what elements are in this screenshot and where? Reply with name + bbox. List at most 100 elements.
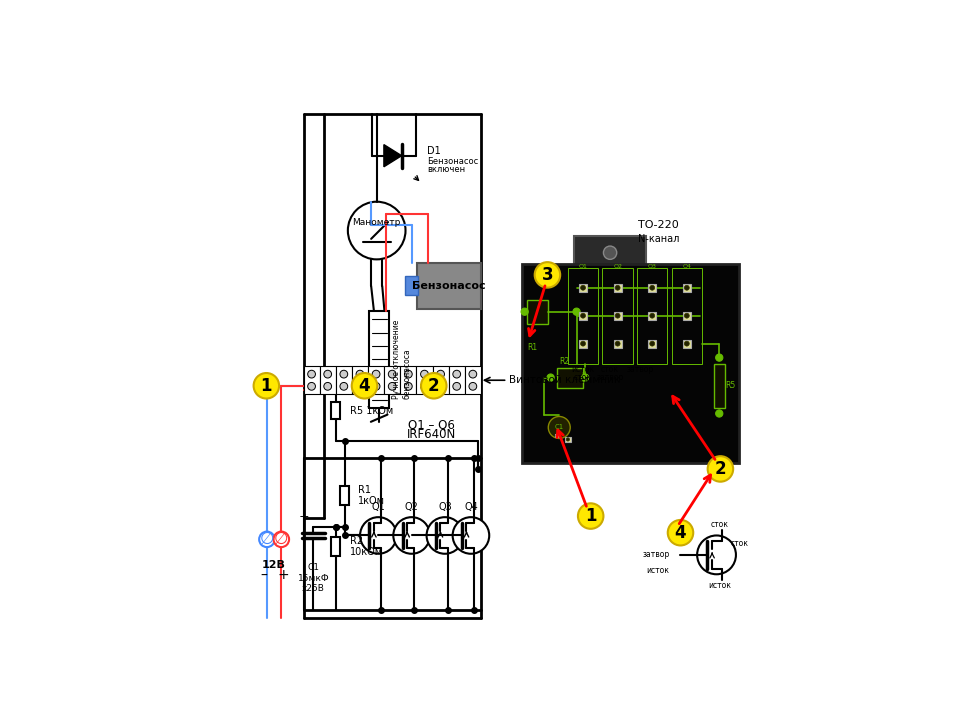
Bar bbox=[448, 366, 465, 394]
Text: R2
10кОм: R2 10кОм bbox=[349, 536, 383, 557]
Text: N-канал: N-канал bbox=[637, 234, 679, 244]
Text: +: + bbox=[277, 568, 289, 582]
Text: Q1: Q1 bbox=[579, 264, 588, 269]
Circle shape bbox=[615, 313, 620, 318]
Bar bbox=[648, 340, 657, 348]
Text: Q4: Q4 bbox=[683, 264, 691, 269]
Text: включен: включен bbox=[427, 165, 466, 174]
Circle shape bbox=[469, 382, 477, 390]
Bar bbox=[714, 364, 725, 408]
Text: 1: 1 bbox=[585, 507, 596, 525]
Bar bbox=[579, 312, 588, 320]
Bar bbox=[527, 300, 548, 324]
Text: R1: R1 bbox=[527, 343, 537, 352]
Circle shape bbox=[389, 382, 396, 390]
Circle shape bbox=[324, 370, 331, 378]
Text: 12В: 12В bbox=[262, 560, 286, 570]
Bar bbox=[418, 264, 481, 310]
Circle shape bbox=[360, 517, 396, 554]
Text: R5 1кОм: R5 1кОм bbox=[349, 406, 393, 415]
Text: ∅: ∅ bbox=[274, 531, 289, 549]
Circle shape bbox=[521, 308, 528, 315]
Circle shape bbox=[668, 520, 693, 546]
Text: затвор: затвор bbox=[627, 364, 654, 374]
Circle shape bbox=[684, 313, 689, 318]
Text: D1: D1 bbox=[427, 146, 441, 156]
Circle shape bbox=[426, 517, 463, 554]
Bar bbox=[683, 284, 691, 292]
Bar bbox=[574, 236, 646, 338]
Text: затвор: затвор bbox=[596, 373, 624, 382]
Circle shape bbox=[453, 382, 461, 390]
Bar bbox=[368, 366, 384, 394]
Circle shape bbox=[421, 373, 446, 399]
Circle shape bbox=[581, 313, 586, 318]
Text: –: – bbox=[261, 568, 268, 582]
Bar bbox=[603, 268, 633, 364]
Circle shape bbox=[615, 285, 620, 290]
Circle shape bbox=[684, 341, 689, 346]
Text: 4: 4 bbox=[359, 377, 371, 395]
Text: 3: 3 bbox=[541, 266, 553, 284]
Circle shape bbox=[453, 370, 461, 378]
Text: Q1 – Q6: Q1 – Q6 bbox=[408, 418, 454, 431]
Circle shape bbox=[372, 382, 380, 390]
Bar bbox=[400, 366, 417, 394]
Circle shape bbox=[573, 308, 580, 315]
Text: исток: исток bbox=[646, 566, 669, 575]
Circle shape bbox=[420, 382, 428, 390]
Circle shape bbox=[404, 382, 412, 390]
Text: ∅: ∅ bbox=[259, 531, 275, 549]
Bar bbox=[648, 284, 657, 292]
Text: Винтовой клеммник: Винтовой клеммник bbox=[509, 375, 620, 385]
Bar bbox=[648, 312, 657, 320]
Bar bbox=[637, 268, 667, 364]
Circle shape bbox=[650, 313, 655, 318]
Bar bbox=[579, 340, 588, 348]
Circle shape bbox=[437, 382, 444, 390]
Circle shape bbox=[394, 517, 430, 554]
Text: Q2: Q2 bbox=[613, 264, 622, 269]
Circle shape bbox=[604, 246, 616, 259]
Circle shape bbox=[404, 370, 412, 378]
Text: 2: 2 bbox=[428, 377, 440, 395]
Text: Q3: Q3 bbox=[648, 264, 657, 269]
Bar bbox=[557, 368, 583, 387]
Bar bbox=[522, 264, 738, 464]
Circle shape bbox=[556, 434, 558, 436]
Circle shape bbox=[437, 370, 444, 378]
Bar bbox=[579, 284, 588, 292]
Text: сток: сток bbox=[731, 539, 749, 549]
Bar bbox=[331, 402, 340, 419]
Text: затвор: затвор bbox=[642, 550, 669, 559]
Bar bbox=[613, 312, 622, 320]
Text: 1: 1 bbox=[260, 377, 272, 395]
Text: Бензонасос: Бензонасос bbox=[427, 157, 478, 166]
Bar bbox=[672, 268, 702, 364]
Text: R1
1кОм: R1 1кОм bbox=[358, 485, 385, 506]
Circle shape bbox=[650, 341, 655, 346]
Circle shape bbox=[684, 285, 689, 290]
Circle shape bbox=[715, 410, 723, 417]
Text: C1: C1 bbox=[555, 425, 564, 431]
Bar bbox=[352, 366, 368, 394]
Bar bbox=[565, 437, 570, 442]
Circle shape bbox=[469, 370, 477, 378]
Text: C1
15мкФ
х25В: C1 15мкФ х25В bbox=[298, 563, 329, 593]
Text: Q3: Q3 bbox=[438, 502, 452, 512]
Text: сток: сток bbox=[710, 520, 729, 529]
Circle shape bbox=[308, 382, 316, 390]
Bar bbox=[613, 340, 622, 348]
Circle shape bbox=[253, 373, 279, 399]
Circle shape bbox=[708, 456, 733, 482]
Circle shape bbox=[581, 341, 586, 346]
Bar bbox=[303, 366, 320, 394]
Circle shape bbox=[356, 382, 364, 390]
Bar bbox=[433, 366, 448, 394]
Text: Манометр: Манометр bbox=[352, 217, 401, 227]
Text: исток: исток bbox=[571, 364, 594, 374]
Bar bbox=[613, 284, 622, 292]
Circle shape bbox=[581, 285, 586, 290]
Text: сток: сток bbox=[601, 364, 619, 374]
Bar bbox=[336, 366, 352, 394]
